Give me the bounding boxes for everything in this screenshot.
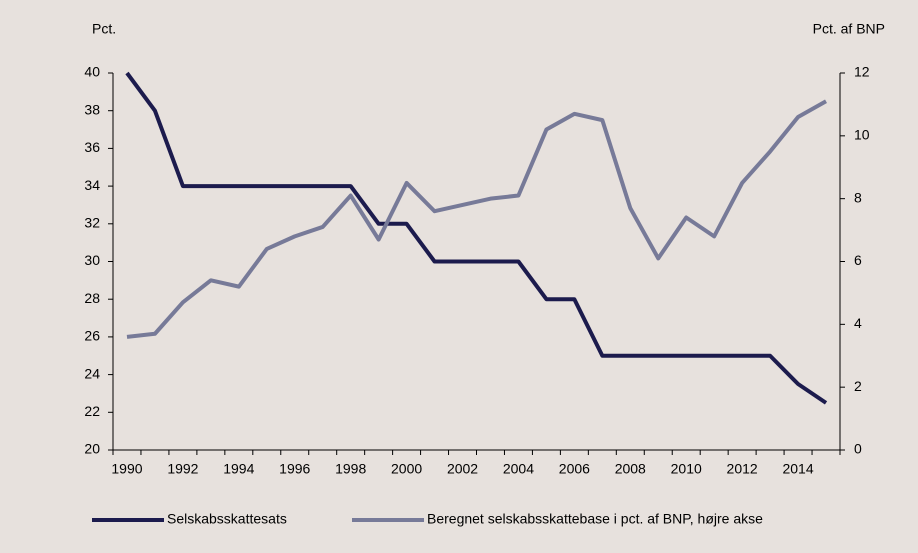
y-tick-label: 22 xyxy=(84,403,100,419)
x-tick-label: 2014 xyxy=(782,461,813,477)
series-line xyxy=(126,99,827,339)
x-tick-label: 2004 xyxy=(503,461,534,477)
y-tick-label: 36 xyxy=(84,139,100,155)
x-tick-label: 2012 xyxy=(727,461,758,477)
x-tick-label: 1992 xyxy=(167,461,198,477)
y-tick-label: 38 xyxy=(84,101,100,117)
y-tick-label: 24 xyxy=(84,365,100,381)
y-tick-label: 28 xyxy=(84,290,100,306)
y2-tick-label: 10 xyxy=(854,127,870,143)
y2-axis-label: Pct. af BNP xyxy=(813,21,885,37)
y2-tick-label: 8 xyxy=(854,189,862,205)
x-tick-label: 2008 xyxy=(615,461,646,477)
y-tick-label: 34 xyxy=(84,177,100,193)
y2-tick-label: 2 xyxy=(854,378,862,394)
x-tick-label: 2002 xyxy=(447,461,478,477)
x-tick-label: 2000 xyxy=(391,461,422,477)
y2-tick-label: 6 xyxy=(854,252,862,268)
y-tick-label: 32 xyxy=(84,215,100,231)
series-line xyxy=(125,71,828,405)
x-tick-label: 1996 xyxy=(279,461,310,477)
y-tick-label: 40 xyxy=(84,64,100,80)
legend-label: Selskabsskattesats xyxy=(167,511,287,527)
x-tick-label: 1998 xyxy=(335,461,366,477)
y-tick-label: 20 xyxy=(84,441,100,457)
y2-tick-label: 0 xyxy=(854,441,862,457)
y-axis-label: Pct. xyxy=(92,21,116,37)
y2-tick-label: 12 xyxy=(854,64,870,80)
legend-label: Beregnet selskabsskattebase i pct. af BN… xyxy=(427,511,763,527)
x-tick-label: 2010 xyxy=(671,461,702,477)
x-tick-label: 1990 xyxy=(111,461,142,477)
y-tick-label: 30 xyxy=(84,252,100,268)
x-tick-label: 2006 xyxy=(559,461,590,477)
y2-tick-label: 4 xyxy=(854,315,862,331)
x-tick-label: 1994 xyxy=(223,461,254,477)
y-tick-label: 26 xyxy=(84,328,100,344)
